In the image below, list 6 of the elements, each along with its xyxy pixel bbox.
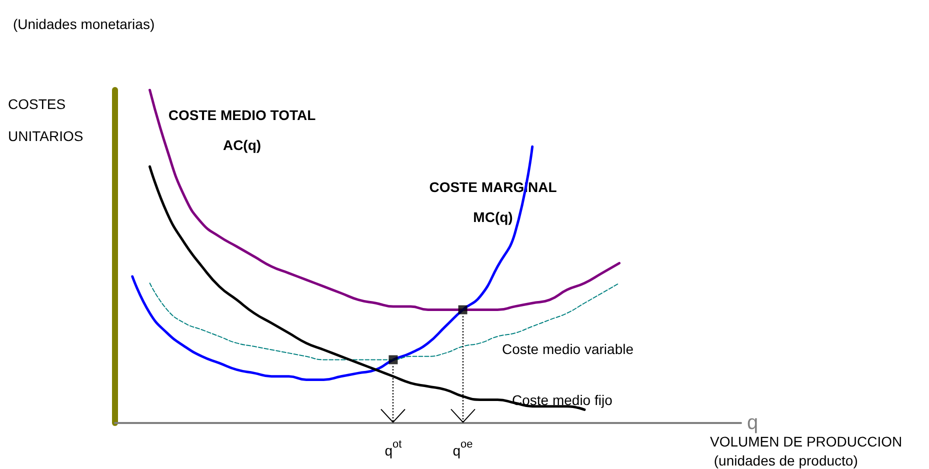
series-label: Coste medio variable [502,341,634,357]
text: VOLUMEN DE PRODUCCION (unidades de producto) [710,434,902,468]
chart-title: (Unidades monetarias) [13,16,155,32]
series-label: COSTE MEDIO TOTAL AC(q) [168,107,316,153]
x-axis-title: q [747,412,758,434]
y-axis-title: COSTES UNITARIOS [8,96,84,144]
